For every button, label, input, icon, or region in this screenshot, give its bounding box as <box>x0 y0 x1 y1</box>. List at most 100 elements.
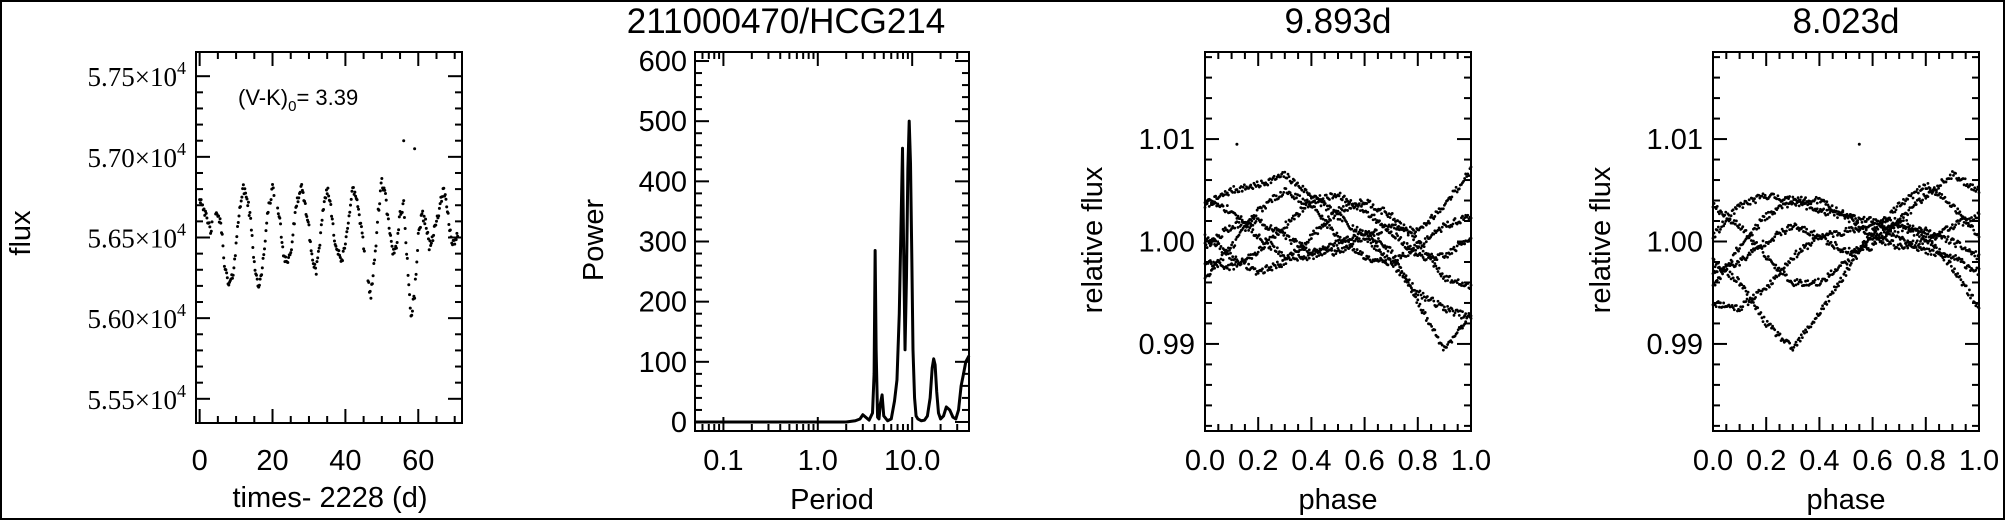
phase-fold-1-point <box>1263 242 1266 246</box>
light-curve-point <box>362 249 366 253</box>
phase-fold-1-point <box>1235 258 1239 262</box>
light-curve-point <box>405 256 409 260</box>
phase-fold-1-point <box>1399 256 1403 260</box>
phase-fold-2-point <box>1857 225 1861 229</box>
light-curve-outlier <box>402 139 406 143</box>
light-curve-point <box>314 266 318 270</box>
light-curve-point <box>353 190 357 194</box>
phase-fold-2-point <box>1909 211 1913 215</box>
phase-fold-1-point <box>1247 229 1251 232</box>
phase-fold-2-point <box>1778 332 1782 336</box>
phase-fold-2-point <box>1894 208 1898 212</box>
phase-fold-1-point <box>1261 267 1264 271</box>
light-curve-point <box>444 197 448 201</box>
phase-fold-1-point <box>1446 255 1449 259</box>
phase-fold-2-point <box>1764 212 1768 215</box>
phase-fold-2-point <box>1906 246 1910 250</box>
phase-fold-2-point <box>1760 194 1764 198</box>
phase-fold-1-point <box>1300 202 1304 206</box>
light-curve-point <box>382 186 386 190</box>
phase-fold-2-point <box>1737 249 1740 253</box>
phase-fold-1-point <box>1291 237 1295 241</box>
phase-fold-1-point <box>1454 249 1458 253</box>
phase-fold-2-point <box>1923 194 1927 198</box>
phase-fold-1-point <box>1336 209 1340 213</box>
phase-fold-1-point <box>1340 246 1344 250</box>
phase-fold-1-point <box>1292 240 1296 243</box>
phase-fold-2-point <box>1724 210 1728 214</box>
phase-fold-2-point <box>1943 235 1947 239</box>
phase-fold-2-point <box>1871 220 1874 224</box>
light-curve-point <box>251 245 255 249</box>
phase-fold-2-point <box>1806 247 1810 251</box>
phase-fold-1-point <box>1415 289 1419 293</box>
phase-fold-1-point <box>1397 269 1401 272</box>
phase-fold-1-point <box>1234 238 1238 241</box>
phase-fold-2-point <box>1717 212 1721 216</box>
phase-fold-1-point <box>1335 212 1339 216</box>
phase-fold-2-x-tick-label: 0.8 <box>1906 445 1946 477</box>
phase-fold-1-point <box>1450 224 1454 228</box>
phase-fold-2-point <box>1972 188 1976 192</box>
phase-fold-2-point <box>1839 264 1843 268</box>
phase-fold-1-point <box>1215 263 1219 267</box>
phase-fold-1-point <box>1254 185 1258 188</box>
phase-fold-2-point <box>1944 254 1948 258</box>
phase-fold-2-point <box>1915 239 1919 243</box>
phase-fold-1-point <box>1318 194 1322 197</box>
light-curve-point <box>325 192 329 196</box>
phase-fold-2-point <box>1764 325 1768 328</box>
phase-fold-1-point <box>1318 214 1322 218</box>
phase-fold-2-point <box>1733 222 1737 226</box>
periodogram-x-tick-label: 10.0 <box>884 445 940 477</box>
phase-fold-1-y-tick-labels: 0.991.001.01 <box>1139 124 1195 361</box>
light-curve-point <box>447 222 451 226</box>
phase-fold-1-point <box>1412 246 1415 250</box>
phase-fold-2-point <box>1953 225 1956 229</box>
phase-fold-1-point <box>1234 260 1238 264</box>
phase-fold-2-point <box>1756 247 1760 250</box>
light-curve-point <box>418 225 422 229</box>
phase-fold-1-point <box>1286 254 1290 258</box>
phase-fold-2-point <box>1853 230 1856 234</box>
phase-fold-2-point <box>1735 262 1738 266</box>
phase-fold-1-point <box>1437 266 1441 270</box>
phase-fold-1-point <box>1338 235 1342 239</box>
phase-fold-1-point <box>1235 188 1239 191</box>
phase-fold-2-point <box>1846 250 1850 254</box>
phase-fold-2-point <box>1745 256 1749 260</box>
phase-fold-2-x-tick-label: 0.6 <box>1852 445 1892 477</box>
phase-fold-1-point <box>1341 204 1345 208</box>
phase-fold-2-point <box>1759 292 1763 296</box>
light-curve-point <box>349 203 352 207</box>
phase-fold-1-point <box>1336 217 1340 221</box>
phase-fold-2-point <box>1754 223 1757 227</box>
phase-fold-2-point <box>1892 206 1896 210</box>
phase-fold-1-point <box>1304 203 1308 207</box>
phase-fold-2-point <box>1888 216 1892 220</box>
phase-fold-2-point <box>1955 211 1959 215</box>
phase-fold-2-point <box>1962 221 1966 224</box>
phase-fold-1-point <box>1250 230 1254 234</box>
phase-fold-2-point <box>1786 263 1789 267</box>
phase-fold-2-point <box>1723 213 1727 217</box>
light-curve-point <box>224 268 228 272</box>
phase-fold-1-point <box>1436 228 1440 232</box>
phase-fold-1-point <box>1314 201 1318 205</box>
phase-fold-2-point <box>1806 279 1810 283</box>
phase-fold-1-point <box>1388 246 1392 249</box>
phase-fold-2-point <box>1828 273 1832 277</box>
light-curve-point <box>204 211 208 215</box>
phase-fold-2-point <box>1749 239 1753 242</box>
phase-fold-2-point <box>1814 209 1818 213</box>
phase-fold-2-point <box>1956 178 1960 182</box>
phase-fold-1-point <box>1282 175 1286 178</box>
phase-fold-2-point <box>1812 281 1816 284</box>
phase-fold-2-point <box>1754 201 1757 205</box>
phase-fold-2-point <box>1728 270 1732 274</box>
phase-fold-1-point <box>1263 183 1266 187</box>
phase-fold-1-point <box>1425 235 1429 238</box>
phase-fold-1-point <box>1464 312 1468 315</box>
light-curve-point <box>257 283 261 287</box>
